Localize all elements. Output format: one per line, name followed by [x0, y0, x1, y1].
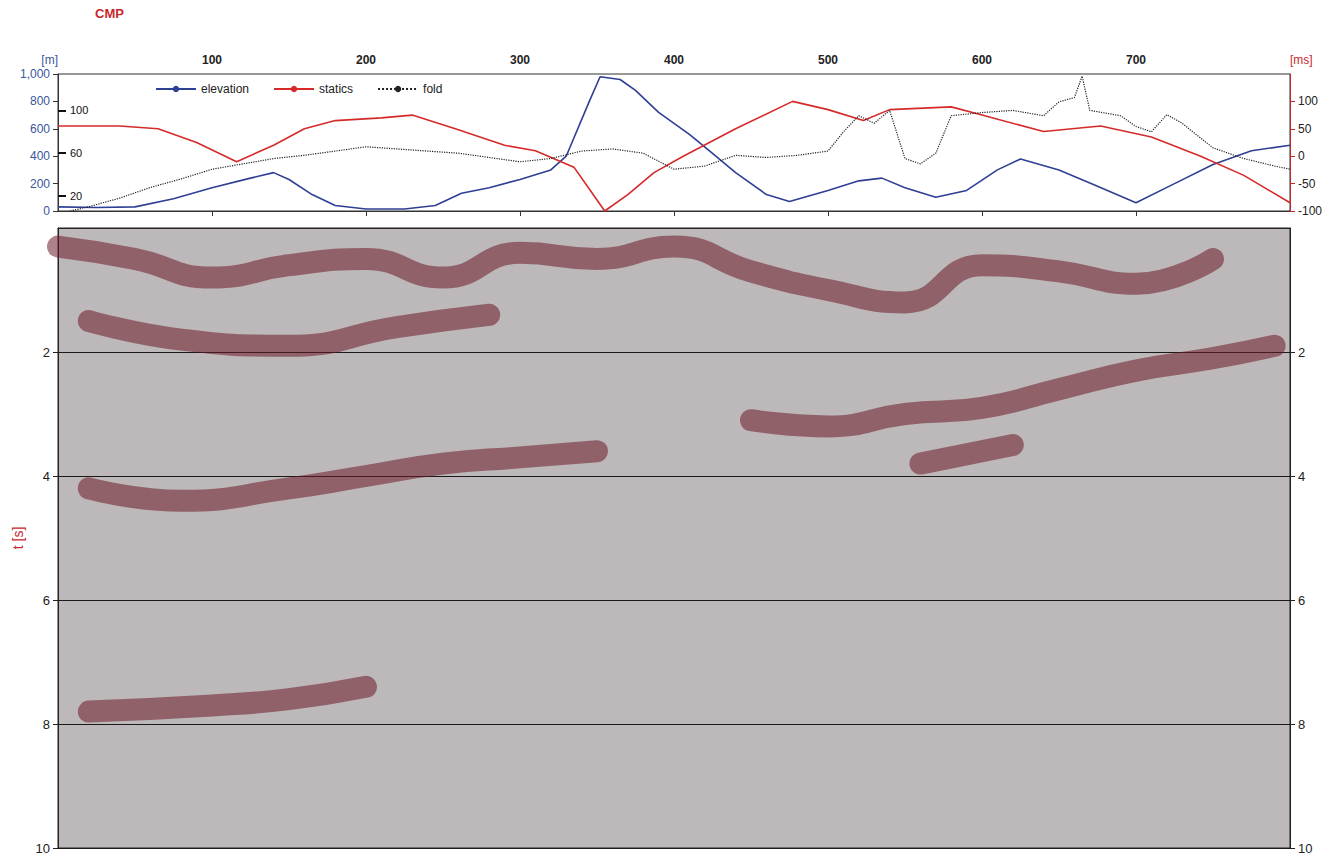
svg-text:100: 100: [202, 53, 222, 67]
svg-text:400: 400: [664, 53, 684, 67]
svg-text:600: 600: [972, 53, 992, 67]
svg-text:1,000: 1,000: [20, 67, 50, 81]
svg-text:[m]: [m]: [41, 53, 58, 67]
svg-text:2: 2: [1298, 345, 1305, 360]
svg-text:statics: statics: [319, 82, 353, 96]
svg-text:[ms]: [ms]: [1290, 53, 1313, 67]
svg-text:t [s]: t [s]: [10, 527, 26, 550]
svg-text:300: 300: [510, 53, 530, 67]
svg-text:4: 4: [1298, 469, 1305, 484]
svg-text:10: 10: [1298, 841, 1312, 856]
svg-text:600: 600: [30, 122, 50, 136]
svg-text:-100: -100: [1298, 204, 1322, 218]
svg-text:-50: -50: [1298, 177, 1316, 191]
svg-text:8: 8: [1298, 717, 1305, 732]
svg-text:100: 100: [1298, 94, 1318, 108]
svg-text:0: 0: [1298, 149, 1305, 163]
svg-text:20: 20: [70, 190, 82, 202]
svg-text:200: 200: [356, 53, 376, 67]
svg-text:200: 200: [30, 177, 50, 191]
svg-text:elevation: elevation: [201, 82, 249, 96]
svg-text:700: 700: [1126, 53, 1146, 67]
svg-text:8: 8: [43, 717, 50, 732]
svg-text:50: 50: [1298, 122, 1312, 136]
svg-text:6: 6: [43, 593, 50, 608]
svg-text:100: 100: [70, 104, 88, 116]
svg-text:6: 6: [1298, 593, 1305, 608]
svg-text:500: 500: [818, 53, 838, 67]
svg-text:400: 400: [30, 149, 50, 163]
svg-text:4: 4: [43, 469, 50, 484]
svg-text:60: 60: [70, 147, 82, 159]
svg-text:2: 2: [43, 345, 50, 360]
svg-text:800: 800: [30, 94, 50, 108]
svg-text:fold: fold: [423, 82, 442, 96]
svg-text:10: 10: [36, 841, 50, 856]
svg-text:0: 0: [43, 204, 50, 218]
svg-text:CMP: CMP: [95, 6, 124, 21]
